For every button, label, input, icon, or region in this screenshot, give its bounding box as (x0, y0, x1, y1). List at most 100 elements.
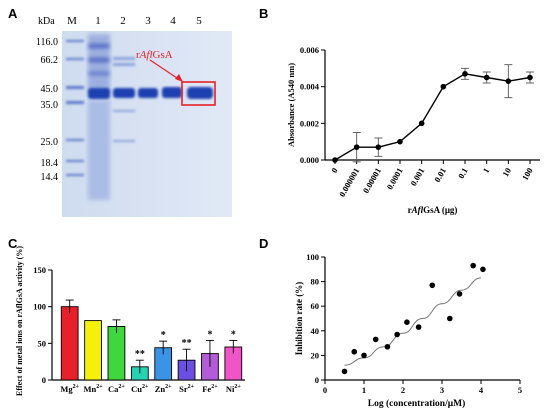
data-point (384, 343, 391, 350)
x-tick-label-base: Fe (202, 384, 211, 394)
marker-size-label: 25.0 (41, 137, 59, 148)
data-point (394, 331, 400, 338)
x-tick-label: Zn2+ (155, 384, 172, 394)
x-tick-label-base: Mn (83, 384, 96, 394)
significance-marker: * (231, 329, 236, 340)
marker-size-label: 18.4 (41, 158, 59, 169)
x-tick-label: Ca2+ (108, 384, 125, 394)
significance-marker: * (207, 329, 212, 340)
x-tick-label-charge: 2+ (211, 384, 218, 390)
data-point (397, 138, 403, 145)
data-point (440, 83, 447, 90)
x-tick-label-base: Sr (179, 384, 188, 394)
y-tick-label: 0.004 (300, 82, 320, 92)
lane-label: M (67, 15, 77, 27)
x-tick-label: 0 (329, 166, 340, 175)
x-tick-label: 0 (323, 385, 327, 395)
marker-size-label: 116.0 (36, 37, 58, 48)
marker-lane (66, 40, 84, 176)
data-point (353, 144, 360, 150)
y-tick-label: 60 (311, 301, 320, 311)
y-tick-label: 0 (42, 375, 46, 385)
x-tick-label-charge: 2+ (118, 384, 125, 390)
data-point (527, 74, 533, 81)
bar (84, 320, 102, 381)
y-tick-label: 100 (306, 252, 319, 262)
panel-label-a: A (8, 6, 18, 21)
fit-curve (344, 277, 482, 366)
x-axis-label: Log (concentration/μM) (368, 398, 465, 409)
sds-page-gel-figure: rAflGsA kDa M 1 2 3 4 5 116.0 66.2 45.0 … (36, 15, 232, 217)
data-point (480, 266, 486, 273)
gel-unit-label: kDa (38, 16, 55, 27)
lane-labels: M 1 2 3 4 5 (67, 15, 202, 27)
x-tick-label: 0.1 (456, 166, 470, 180)
arrow-head-icon (175, 74, 183, 82)
data-point (361, 352, 367, 359)
marker-size-labels: 116.0 66.2 45.0 35.0 25.0 18.4 14.4 (36, 37, 58, 183)
marker-size-label: 66.2 (41, 55, 59, 66)
lane-label: 2 (120, 15, 126, 27)
x-tick-label: Ni2+ (226, 384, 242, 394)
series-line (334, 73, 531, 161)
data-point (470, 262, 477, 269)
y-tick-label: 80 (311, 277, 320, 287)
panel-label-b: B (259, 6, 269, 21)
x-tick-label-charge: 2+ (188, 384, 195, 390)
y-tick-label: 20 (311, 350, 320, 360)
x-tick-label: Mg2+ (60, 384, 79, 394)
x-tick-label: 2 (401, 385, 405, 395)
x-tick-label-charge: 2+ (96, 384, 103, 390)
data-point (332, 157, 338, 163)
panel-label-c: C (8, 236, 18, 251)
x-axis-label-suffix: GsA (μg) (423, 205, 457, 215)
highlight-box (181, 81, 216, 106)
data-point (404, 319, 410, 325)
x-tick-label-charge: 2+ (73, 384, 80, 390)
data-point (447, 315, 453, 322)
y-tick-label: 0 (315, 375, 319, 385)
target-bands (88, 87, 213, 99)
y-tick-label: 100 (33, 302, 46, 312)
panel-label-d: D (259, 236, 269, 251)
x-tick-label: 1 (362, 385, 366, 395)
gel-annotation-label: rAflGsA (136, 49, 173, 61)
y-tick-label: 0.002 (300, 118, 319, 128)
y-tick-label: 40 (311, 326, 320, 336)
data-point (456, 291, 463, 297)
x-axis-label-italic: Afl (411, 205, 424, 215)
data-point (372, 336, 379, 343)
significance-marker: * (161, 330, 166, 341)
x-axis-label-prefix: r (408, 205, 412, 215)
lane-label: 3 (145, 15, 151, 27)
x-tick-label-base: Ni (226, 384, 235, 394)
marker-size-label: 35.0 (41, 100, 59, 111)
data-point (429, 282, 436, 289)
x-axis-label: rAflGsA (μg) (408, 205, 458, 215)
y-tick-label: 0.006 (300, 45, 319, 55)
x-tick-label: Fe2+ (202, 384, 218, 394)
y-tick-label: 50 (38, 338, 47, 348)
data-point (483, 74, 490, 81)
x-tick-label-base: Cu (131, 384, 142, 394)
x-tick-label-base: Ca (108, 384, 119, 394)
annotation-arrow (149, 59, 181, 81)
x-tick-label-charge: 2+ (234, 384, 241, 390)
x-tick-label-charge: 2+ (165, 384, 172, 390)
x-tick-label: Mn2+ (83, 384, 103, 394)
y-tick-label: 0.000 (300, 155, 319, 165)
lane-2-bands (113, 57, 135, 142)
significance-marker: ** (135, 349, 145, 360)
y-axis-label: Inhibition rate (%) (294, 282, 304, 356)
data-point (341, 368, 348, 375)
x-tick-label: Cu2+ (131, 384, 149, 394)
x-tick-label: Sr2+ (179, 384, 195, 394)
data-point (375, 144, 382, 150)
significance-marker: ** (182, 338, 192, 349)
marker-size-label: 45.0 (41, 84, 59, 95)
data-point (418, 120, 425, 127)
x-tick-label-base: Zn (155, 384, 166, 394)
data-point (462, 71, 468, 77)
